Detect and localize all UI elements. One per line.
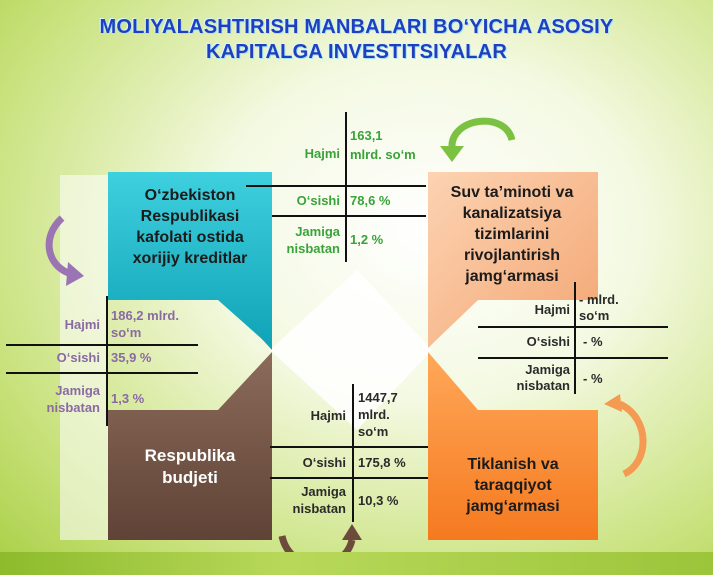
development-jamiga-label-2: nisbatan: [292, 501, 346, 516]
water-osishi-label: O‘sishi: [526, 334, 570, 349]
water-hajmi-value-2: so‘m: [579, 308, 610, 323]
budget-osishi-value: 35,9 %: [111, 350, 152, 365]
foreign-hajmi-value-2: mlrd. so‘m: [350, 147, 416, 162]
budget-shape: [108, 352, 272, 540]
development-hajmi-value-2: mlrd.: [358, 407, 390, 422]
development-fund-shape: [428, 352, 598, 540]
foreign-osishi-label: O‘sishi: [296, 193, 340, 208]
water-jamiga-label-2: nisbatan: [516, 378, 570, 393]
budget-title: Respublika budjeti: [112, 445, 268, 489]
development-hajmi-value-3: so‘m: [358, 424, 389, 439]
foreign-jamiga-label-1: Jamiga: [295, 224, 340, 239]
orange-arrow-head: [604, 394, 622, 412]
center-x-shape: [270, 270, 432, 430]
water-jamiga-label-1: Jamiga: [525, 362, 570, 377]
water-hajmi-value-1: - mlrd.: [579, 292, 619, 307]
budget-hajmi-value-1: 186,2 mlrd.: [111, 308, 179, 323]
budget-hajmi-value-2: so‘m: [111, 325, 142, 340]
foreign-osishi-value: 78,6 %: [350, 193, 391, 208]
water-fund-title: Suv ta’minoti va kanalizatsiya tizimlari…: [428, 182, 596, 287]
development-fund-title: Tiklanish va taraqqiyot jamg‘armasi: [430, 454, 596, 517]
purple-arrow-head: [66, 262, 84, 286]
budget-hajmi-label: Hajmi: [64, 317, 100, 332]
foreign-hajmi-value-1: 163,1: [350, 128, 383, 143]
development-fund-title-line: Tiklanish va: [467, 456, 559, 473]
foreign-credits-shape-body: [108, 172, 272, 348]
development-fund-title-line: jamg‘armasi: [466, 498, 560, 515]
development-osishi-label: O‘sishi: [302, 455, 346, 470]
slide-title-line-2: KAPITALGA INVESTITSIYALAR: [206, 41, 507, 63]
foreign-credits-title-line: O‘zbekiston: [144, 187, 236, 204]
water-fund-shape: [428, 172, 598, 348]
purple-cycle-arrow: [45, 215, 74, 278]
development-jamiga-value: 10,3 %: [358, 493, 399, 508]
water-fund-title-line: kanalizatsiya: [462, 205, 562, 222]
budget-title-line: Respublika: [144, 446, 236, 465]
development-hajmi-value-1: 1447,7: [358, 390, 398, 405]
water-osishi-value: - %: [583, 334, 603, 349]
development-osishi-value: 175,8 %: [358, 455, 406, 470]
water-fund-title-line: jamg‘armasi: [465, 268, 559, 285]
water-jamiga-value: - %: [583, 371, 603, 386]
budget-jamiga-label-2: nisbatan: [46, 400, 100, 415]
development-jamiga-label-1: Jamiga: [301, 484, 346, 499]
budget-jamiga-value: 1,3 %: [111, 391, 145, 406]
foreign-credits-title: O‘zbekiston Respublikasi kafolati ostida…: [112, 185, 268, 269]
development-hajmi-label: Hajmi: [310, 408, 346, 423]
budget-title-line: budjeti: [162, 468, 218, 487]
foreign-jamiga-label-2: nisbatan: [286, 241, 340, 256]
foreign-jamiga-value: 1,2 %: [350, 232, 384, 247]
budget-jamiga-label-1: Jamiga: [55, 383, 100, 398]
foreign-credits-title-line: xorijiy kreditlar: [132, 250, 248, 267]
development-fund-title-line: taraqqiyot: [474, 477, 552, 494]
green-cycle-arrow: [448, 117, 516, 149]
water-fund-title-line: Suv ta’minoti va: [450, 184, 574, 201]
foreign-credits-title-line: Respublikasi: [140, 208, 240, 225]
slide-title-line-1: MOLIYALASHTIRISH MANBALARI BO‘YICHA ASOS…: [99, 16, 614, 38]
water-fund-title-line: rivojlantirish: [463, 247, 561, 264]
water-fund-title-line: tizimlarini: [474, 226, 550, 243]
orange-cycle-arrow: [618, 400, 647, 478]
foreign-credits-title-line: kafolati ostida: [136, 229, 244, 246]
green-arrow-head: [440, 146, 464, 162]
brown-arrow-head: [342, 524, 362, 540]
water-hajmi-label: Hajmi: [534, 302, 570, 317]
budget-osishi-label: O‘sishi: [56, 350, 100, 365]
ground-strip: [0, 552, 713, 575]
foreign-hajmi-label: Hajmi: [304, 146, 340, 161]
